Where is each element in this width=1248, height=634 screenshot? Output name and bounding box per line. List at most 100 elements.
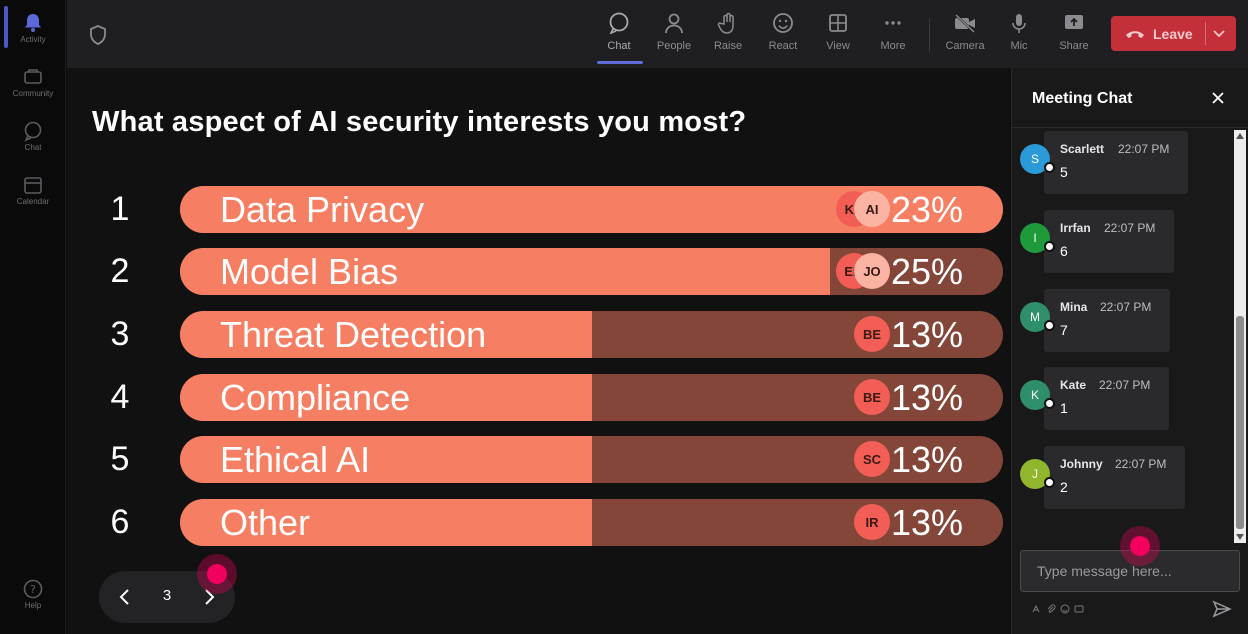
shield-icon	[90, 25, 106, 45]
poll-option-bar[interactable]: Data PrivacyKAAI23%	[180, 186, 1003, 233]
chat-sender-name: Scarlett	[1060, 142, 1105, 156]
grid-icon	[829, 14, 847, 32]
poll-option-fill	[180, 499, 592, 546]
voter-avatar: JO	[854, 253, 890, 289]
close-icon[interactable]	[1211, 91, 1225, 105]
more-icon	[885, 21, 901, 25]
toolbar-more-button[interactable]: More	[868, 12, 918, 52]
poll-option-bar[interactable]: Model BiasEMJO25%	[180, 248, 1003, 295]
toolbar-people-label: People	[656, 40, 692, 52]
bell-icon	[25, 14, 41, 32]
chat-message-text: 5	[1060, 164, 1068, 180]
poll-panel: What aspect of AI security interests you…	[67, 68, 1010, 634]
poll-option-bar[interactable]: Ethical AI SC 13%	[180, 436, 1003, 483]
chat-sender-name: Irrfan	[1060, 221, 1091, 235]
rail-item-calendar[interactable]: Calendar	[0, 174, 66, 206]
format-icon[interactable]	[1032, 604, 1042, 614]
chat-message-input[interactable]	[1020, 550, 1240, 592]
scroll-up-arrow[interactable]	[1236, 133, 1244, 139]
poll-option-number: 5	[110, 440, 130, 478]
send-icon[interactable]	[1212, 600, 1232, 618]
poll-option-number: 6	[110, 503, 130, 541]
leave-separator	[1205, 22, 1206, 45]
cursor-indicator	[197, 554, 237, 594]
poll-option-percent: 13%	[890, 502, 963, 543]
rail-label-activity: Activity	[20, 35, 46, 44]
toolbar-react-button[interactable]: React	[758, 12, 808, 52]
poll-option-row[interactable]: 1 Data PrivacyKAAI23%	[67, 186, 1010, 234]
app-rail: Activity Community Chat Calendar ? Help	[0, 0, 66, 634]
leave-button[interactable]: Leave	[1111, 16, 1236, 51]
toolbar-view-button[interactable]: View	[813, 12, 863, 52]
attach-icon[interactable]	[1046, 604, 1056, 614]
toolbar-people-button[interactable]: People	[649, 12, 699, 52]
chat-timestamp: 22:07 PM	[1104, 221, 1156, 235]
poll-option-bar[interactable]: Other IR 13%	[180, 499, 1003, 546]
emoji-icon[interactable]	[1060, 604, 1070, 614]
voter-avatar: AI	[854, 191, 890, 227]
chat-timestamp: 22:07 PM	[1100, 300, 1152, 314]
poll-option-row[interactable]: 4 Compliance BE 13%	[67, 374, 1010, 422]
share-icon	[1065, 15, 1083, 29]
poll-option-number: 3	[110, 315, 130, 353]
toolbar-camera-button[interactable]: Camera	[940, 12, 990, 52]
chevron-down-icon[interactable]	[1212, 26, 1226, 40]
scroll-down-arrow[interactable]	[1236, 534, 1244, 540]
chat-title: Meeting Chat	[1032, 90, 1133, 107]
rail-label-help: Help	[24, 601, 42, 610]
poll-option-fill	[180, 436, 592, 483]
chat-scrollbar[interactable]	[1234, 130, 1246, 543]
camera-off-icon	[955, 14, 975, 33]
poll-option-fill	[180, 374, 592, 421]
rail-item-community[interactable]: Community	[0, 66, 66, 98]
chat-timestamp: 22:07 PM	[1115, 457, 1167, 471]
presence-dot	[1044, 320, 1055, 331]
calendar-icon	[24, 177, 42, 194]
svg-text:?: ?	[30, 583, 36, 596]
raise-hand-icon	[717, 12, 734, 34]
toolbar-chat-button[interactable]: Chat	[594, 12, 644, 52]
voter-avatar: IR	[854, 504, 890, 540]
chat-icon	[609, 12, 629, 34]
toolbar-share-button[interactable]: Share	[1049, 12, 1099, 52]
chat-message-text: 2	[1060, 479, 1068, 495]
poll-option-label: Ethical AI	[220, 439, 371, 480]
gif-icon[interactable]	[1074, 604, 1084, 614]
toolbar-raise-button[interactable]: Raise	[703, 12, 753, 52]
chat-active-underline	[597, 61, 643, 64]
poll-option-label: Threat Detection	[220, 314, 487, 355]
chat-message-text: 1	[1060, 400, 1068, 416]
cursor-indicator	[1120, 526, 1160, 566]
meeting-toolbar: Chat People Raise React View More Camera…	[67, 0, 1248, 68]
presence-dot	[1044, 398, 1055, 409]
people-icon	[665, 13, 683, 34]
rail-item-help[interactable]: ? Help	[0, 578, 66, 610]
presence-dot	[1044, 477, 1055, 488]
poll-option-row[interactable]: 5 Ethical AI SC 13%	[67, 436, 1010, 484]
scroll-thumb[interactable]	[1236, 316, 1244, 529]
rail-item-activity[interactable]: Activity	[0, 12, 66, 44]
leave-label: Leave	[1153, 25, 1193, 42]
poll-option-label: Data Privacy	[220, 189, 425, 230]
poll-option-number: 1	[110, 190, 130, 228]
poll-option-percent: 13%	[890, 314, 963, 355]
poll-option-bar[interactable]: Threat Detection BE 13%	[180, 311, 1003, 358]
chat-timestamp: 22:07 PM	[1118, 142, 1170, 156]
chat-bubble: Johnny 22:07 PM 2	[1044, 446, 1185, 509]
poll-option-row[interactable]: 6 Other IR 13%	[67, 499, 1010, 547]
poll-option-label: Compliance	[220, 377, 411, 418]
poll-option-number: 2	[110, 252, 130, 290]
rail-item-chat[interactable]: Chat	[0, 120, 66, 152]
chevron-left-icon[interactable]	[115, 587, 135, 607]
poll-option-row[interactable]: 2 Model BiasEMJO25%	[67, 248, 1010, 296]
rail-label-community: Community	[12, 89, 54, 98]
poll-option-bar[interactable]: Compliance BE 13%	[180, 374, 1003, 421]
poll-option-row[interactable]: 3 Threat Detection BE 13%	[67, 311, 1010, 359]
poll-option-percent: 13%	[890, 439, 963, 480]
poll-option-percent: 13%	[890, 377, 963, 418]
toolbar-mic-button[interactable]: Mic	[994, 12, 1044, 52]
rail-label-calendar: Calendar	[16, 197, 50, 206]
toolbar-more-label: More	[880, 40, 906, 52]
chevron-right-icon[interactable]	[199, 587, 219, 607]
poll-option-fill	[180, 311, 592, 358]
